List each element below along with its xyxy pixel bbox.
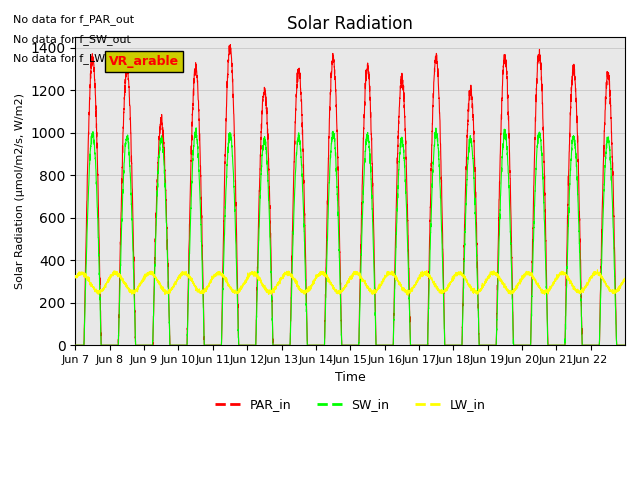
Text: VR_arable: VR_arable [109, 55, 179, 68]
Text: No data for f_LW_out: No data for f_LW_out [13, 53, 129, 64]
Text: No data for f_SW_out: No data for f_SW_out [13, 34, 131, 45]
Text: No data for f_PAR_out: No data for f_PAR_out [13, 14, 134, 25]
Legend: PAR_in, SW_in, LW_in: PAR_in, SW_in, LW_in [210, 393, 490, 416]
Title: Solar Radiation: Solar Radiation [287, 15, 413, 33]
X-axis label: Time: Time [335, 371, 365, 384]
Y-axis label: Solar Radiation (μmol/m2/s, W/m2): Solar Radiation (μmol/m2/s, W/m2) [15, 93, 25, 289]
